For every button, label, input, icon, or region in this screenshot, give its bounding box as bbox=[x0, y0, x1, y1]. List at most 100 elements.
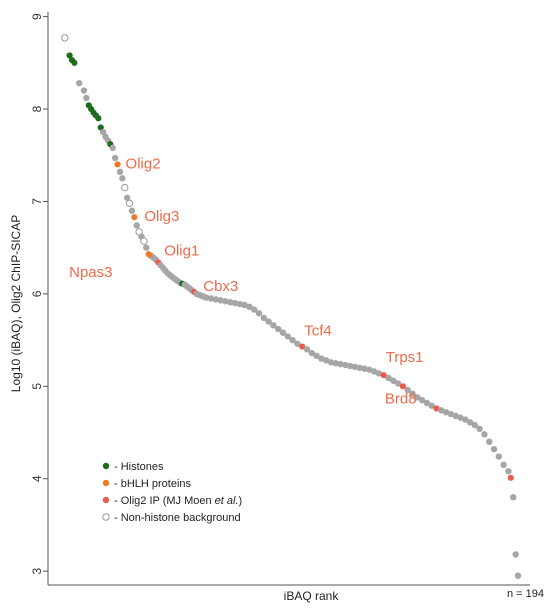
point-background-123 bbox=[512, 551, 519, 558]
point-background-23 bbox=[121, 183, 129, 192]
legend-label-background: - Non-histone background bbox=[114, 512, 241, 524]
point-annotations: Olig2 Olig3 Olig1 Npas3 Cbx3 Tcf4 Trps1 Brd8 bbox=[69, 155, 423, 407]
point-background-73 bbox=[279, 329, 287, 336]
point-background-72 bbox=[275, 325, 282, 333]
point-background-122 bbox=[510, 494, 517, 501]
point-background-103 bbox=[423, 399, 431, 407]
point-background-1 bbox=[61, 34, 69, 42]
point-background-108 bbox=[447, 410, 455, 418]
y-axis-title: Log10 (iBAQ), Olig2 ChIP-SICAP bbox=[9, 215, 23, 392]
legend-marker-olig2ip bbox=[102, 496, 110, 504]
y-tick-label-5: 5 bbox=[30, 383, 44, 390]
legend-label-olig2ip: - Olig2 IP (MJ Moen et al.) bbox=[114, 495, 242, 507]
point-background-100 bbox=[409, 390, 416, 397]
point-background-24 bbox=[123, 194, 131, 201]
annotation-olig3: Olig3 bbox=[144, 208, 179, 225]
point-background-101 bbox=[414, 394, 421, 401]
annotation-cbx3: Cbx3 bbox=[203, 278, 238, 295]
point-background-60 bbox=[217, 297, 224, 304]
point-background-104 bbox=[428, 402, 435, 409]
point-background-68 bbox=[255, 310, 263, 317]
y-axis-ticks: 3 4 5 6 7 8 9 bbox=[30, 13, 48, 574]
point-background-102 bbox=[418, 396, 426, 404]
point-background-21 bbox=[116, 168, 124, 176]
point-background-67 bbox=[251, 306, 258, 313]
point-background-18 bbox=[109, 144, 116, 152]
annotation-trps1: Trps1 bbox=[386, 349, 424, 366]
point-background-91 bbox=[366, 366, 373, 373]
legend-marker-bhlh bbox=[102, 479, 110, 487]
point-background-88 bbox=[351, 363, 359, 371]
point-histones-12 bbox=[95, 115, 102, 122]
point-background-76 bbox=[294, 340, 301, 347]
point-background-115 bbox=[481, 431, 488, 438]
point-background-65 bbox=[241, 301, 248, 309]
point-background-116 bbox=[486, 438, 493, 445]
point-background-75 bbox=[289, 336, 296, 344]
y-tick-label-6: 6 bbox=[30, 290, 44, 297]
point-background-80 bbox=[313, 352, 320, 359]
x-axis-title: iBAQ rank bbox=[284, 589, 340, 603]
point-background-31 bbox=[140, 237, 148, 245]
point-background-87 bbox=[346, 362, 354, 370]
point-background-106 bbox=[438, 407, 445, 414]
y-tick-label-3: 3 bbox=[30, 567, 44, 574]
point-background-25 bbox=[125, 199, 134, 208]
y-tick-label-7: 7 bbox=[30, 198, 44, 205]
y-tick-label-9: 9 bbox=[30, 13, 44, 20]
point-olig2ip-98 bbox=[399, 383, 407, 390]
point-background-109 bbox=[452, 412, 459, 420]
point-background-119 bbox=[500, 461, 507, 469]
point-background-117 bbox=[490, 445, 498, 453]
point-background-85 bbox=[337, 360, 344, 368]
point-background-26 bbox=[128, 207, 136, 214]
sample-count-label: n = 194 bbox=[507, 588, 544, 600]
point-background-110 bbox=[457, 414, 464, 421]
point-bhlh-27 bbox=[131, 214, 138, 221]
point-background-93 bbox=[375, 370, 383, 377]
point-background-79 bbox=[308, 349, 315, 357]
point-background-92 bbox=[370, 368, 378, 375]
legend: - Histones - bHLH proteins - Olig2 IP (MJ … bbox=[102, 461, 242, 524]
point-background-63 bbox=[231, 299, 239, 307]
point-background-6 bbox=[80, 87, 88, 94]
point-background-97 bbox=[394, 380, 402, 387]
point-background-70 bbox=[265, 318, 272, 325]
point-background-28 bbox=[133, 222, 140, 229]
point-background-81 bbox=[318, 355, 325, 362]
point-olig2ip-77 bbox=[299, 343, 306, 350]
point-background-61 bbox=[222, 298, 229, 305]
point-background-58 bbox=[207, 295, 215, 302]
annotation-olig1: Olig1 bbox=[164, 242, 199, 259]
point-background-66 bbox=[246, 303, 253, 311]
point-histones-4 bbox=[71, 59, 78, 66]
point-background-64 bbox=[236, 300, 244, 308]
point-background-78 bbox=[303, 346, 311, 353]
point-background-59 bbox=[212, 296, 220, 303]
point-background-96 bbox=[390, 377, 397, 384]
point-histones-2 bbox=[66, 52, 73, 59]
y-tick-label-4: 4 bbox=[30, 475, 44, 482]
point-background-120 bbox=[505, 468, 512, 475]
point-olig2ip-105 bbox=[433, 405, 440, 412]
point-background-57 bbox=[203, 294, 210, 301]
point-background-86 bbox=[342, 361, 349, 369]
point-bhlh-20 bbox=[114, 161, 121, 168]
point-background-32 bbox=[143, 244, 150, 251]
point-background-5 bbox=[75, 79, 83, 87]
point-background-22 bbox=[119, 175, 126, 182]
annotation-brd8: Brd8 bbox=[385, 390, 417, 407]
point-background-90 bbox=[361, 365, 368, 372]
point-background-107 bbox=[442, 408, 450, 416]
legend-marker-background bbox=[102, 513, 110, 521]
point-background-62 bbox=[227, 298, 234, 306]
point-background-74 bbox=[284, 333, 292, 340]
point-background-89 bbox=[356, 364, 363, 372]
point-background-113 bbox=[471, 421, 479, 429]
point-background-112 bbox=[466, 419, 474, 426]
point-background-124 bbox=[514, 572, 522, 579]
annotation-olig2: Olig2 bbox=[126, 155, 161, 172]
point-background-83 bbox=[327, 359, 335, 366]
data-points bbox=[61, 34, 522, 579]
point-background-84 bbox=[332, 359, 339, 367]
